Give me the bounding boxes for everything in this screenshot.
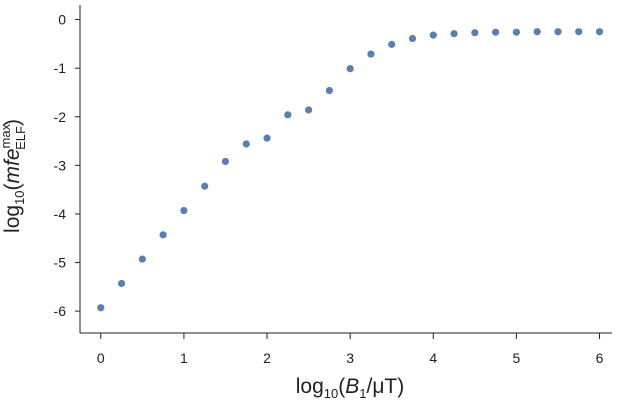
y-axis-title-close-paren: ) bbox=[1, 119, 24, 126]
data-point bbox=[429, 31, 437, 39]
x-axis-title-unit: /μT bbox=[366, 375, 397, 398]
x-tick-label: 2 bbox=[263, 350, 271, 366]
x-tick-label: 3 bbox=[346, 350, 354, 366]
x-axis-title-log: log bbox=[296, 375, 324, 398]
data-point bbox=[346, 65, 354, 73]
y-axis-title-log: log bbox=[1, 205, 24, 233]
x-tick-label: 0 bbox=[97, 350, 105, 366]
data-point bbox=[304, 106, 313, 114]
x-tick-label: 6 bbox=[596, 350, 604, 366]
x-tick-label: 4 bbox=[429, 350, 437, 366]
data-point bbox=[117, 279, 126, 288]
x-axis-title-close-paren: ) bbox=[397, 375, 404, 398]
data-point bbox=[450, 30, 458, 38]
data-point bbox=[138, 255, 146, 263]
y-tick-label: -2 bbox=[54, 109, 67, 125]
x-tick-label: 5 bbox=[513, 350, 521, 366]
x-axis-title-variable: B bbox=[345, 375, 359, 398]
y-axis-title-log-base: 10 bbox=[12, 190, 27, 204]
y-tick-label: -6 bbox=[54, 303, 67, 319]
data-point bbox=[263, 134, 271, 142]
data-point bbox=[201, 182, 209, 190]
data-point bbox=[180, 206, 188, 215]
plot-area: 0 -1 -2 -3 -4 -5 -6 0 1 2 3 4 5 6 bbox=[54, 5, 612, 366]
x-axis-title-variable-subscript: 1 bbox=[359, 386, 366, 401]
data-point bbox=[533, 28, 541, 36]
y-tick-label: -3 bbox=[54, 157, 67, 173]
data-point bbox=[97, 304, 105, 312]
data-point bbox=[471, 29, 479, 37]
x-axis-title: log10(B1/μT) bbox=[296, 375, 405, 401]
data-point bbox=[284, 111, 292, 119]
x-axis-title-open-paren: ( bbox=[338, 375, 345, 398]
data-point bbox=[512, 28, 521, 36]
data-point bbox=[575, 28, 583, 36]
y-axis-title-subscript: ELF bbox=[13, 126, 28, 150]
data-point bbox=[159, 231, 167, 239]
data-point bbox=[367, 50, 375, 58]
data-point bbox=[388, 40, 396, 48]
y-tick-label: -4 bbox=[54, 206, 67, 222]
data-point bbox=[408, 34, 417, 43]
x-axis-title-log-base: 10 bbox=[324, 386, 338, 401]
data-point bbox=[325, 86, 333, 95]
y-tick-label: -1 bbox=[54, 60, 67, 76]
y-tick-label: -5 bbox=[54, 255, 67, 271]
data-point bbox=[595, 28, 604, 36]
data-point bbox=[492, 28, 500, 36]
y-axis-title-superscript: max bbox=[0, 123, 13, 148]
y-tick-label: 0 bbox=[58, 12, 66, 28]
y-axis-title-variable: mfe bbox=[1, 148, 24, 183]
data-point bbox=[554, 28, 562, 36]
x-tick-label: 1 bbox=[180, 350, 188, 366]
data-point bbox=[242, 140, 250, 148]
y-axis-title-open-paren: ( bbox=[1, 183, 24, 190]
data-point bbox=[221, 157, 230, 166]
y-axis-title: log10(mfemaxELF) bbox=[0, 119, 28, 233]
